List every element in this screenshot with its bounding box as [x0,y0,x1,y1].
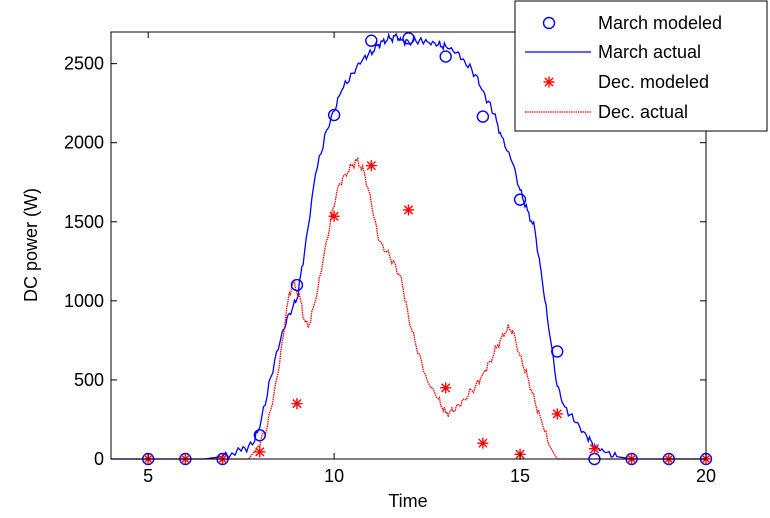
data-point-2-8 [440,382,452,394]
legend: March modeled March actual Dec. modeled … [514,0,768,132]
data-point-0-4 [290,278,304,292]
data-point-0-7 [402,32,415,45]
series-line-1 [111,32,706,460]
data-point-0-5 [327,108,341,122]
data-point-0-6 [365,34,378,47]
data-point-2-11 [551,408,563,420]
data-point-2-9 [477,437,489,449]
data-point-2-7 [403,204,414,216]
y-axis-label: DC power (W) [21,188,41,302]
x-tick-label: 20 [696,466,716,486]
legend-box [514,0,768,132]
legend-label-march-actual: March actual [598,42,701,62]
series-lines [111,32,706,460]
legend-symbol-2 [543,76,555,88]
x-axis-label: Time [388,491,427,511]
y-tick-label: 1000 [64,291,104,311]
data-point-0-10 [513,193,527,206]
data-point-2-6 [365,160,377,172]
y-tick-label: 0 [94,449,104,469]
x-tick-label: 15 [510,466,530,486]
series-line-3 [111,156,706,460]
data-point-2-3 [254,446,266,458]
legend-label-dec-actual: Dec. actual [598,102,688,122]
y-tick-label: 2000 [64,133,104,153]
data-point-2-4 [291,398,303,410]
plot-frame [110,31,707,460]
data-point-0-3 [253,429,266,442]
legend-symbols [525,16,591,113]
data-point-0-11 [551,345,564,358]
legend-label-march-modeled: March modeled [598,13,722,33]
x-tick-label: 10 [324,466,344,486]
data-point-2-12 [588,443,600,455]
x-tick-label: 5 [143,466,153,486]
y-tick-label: 1500 [64,212,104,232]
y-tick-label: 500 [74,370,104,390]
legend-label-dec-modeled: Dec. modeled [598,72,709,92]
data-point-0-9 [476,110,490,123]
legend-symbol-0 [542,16,556,30]
data-point-0-8 [439,50,452,63]
data-point-2-5 [328,210,340,222]
y-tick-label: 2500 [64,54,104,74]
